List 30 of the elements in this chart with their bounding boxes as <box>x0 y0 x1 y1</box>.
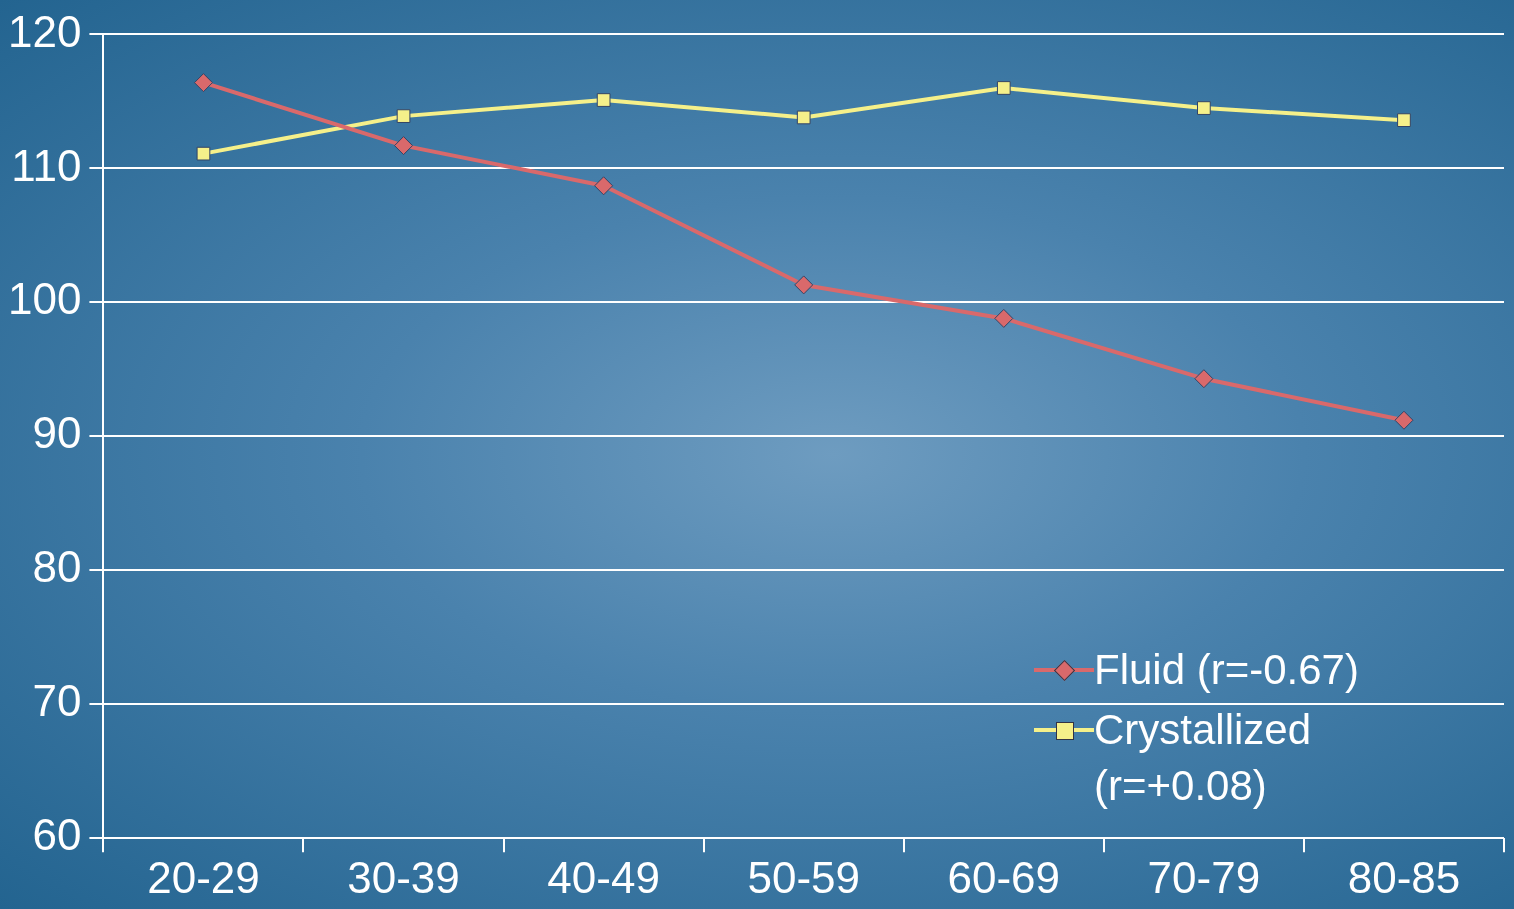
y-tick-label: 90 <box>32 408 82 458</box>
point <box>396 109 411 123</box>
legend-label: Crystallized (r=+0.08) <box>1094 705 1313 811</box>
x-tick-label: 60-69 <box>947 852 1061 902</box>
point <box>994 308 1014 328</box>
point <box>996 81 1011 95</box>
point <box>1197 101 1211 115</box>
x-tick-label: 20-29 <box>147 852 260 902</box>
y-tick-label: 110 <box>11 140 82 190</box>
y-tick-label: 80 <box>32 542 82 592</box>
point <box>594 176 614 196</box>
point <box>1397 113 1411 127</box>
point <box>794 275 814 295</box>
point <box>596 93 611 107</box>
y-tick-label: 100 <box>7 274 82 324</box>
point <box>193 73 213 93</box>
point <box>796 110 811 125</box>
y-tick-label: 70 <box>32 676 82 726</box>
point <box>394 136 414 156</box>
y-tick-label: 60 <box>32 810 82 860</box>
x-tick-label: 70-79 <box>1147 852 1261 902</box>
x-tick-label: 50-59 <box>747 852 860 902</box>
point <box>196 146 211 161</box>
point <box>1394 410 1414 430</box>
x-tick-label: 40-49 <box>547 852 660 902</box>
x-tick-label: 30-39 <box>347 852 460 902</box>
y-tick-label: 120 <box>7 6 82 56</box>
legend-label: Fluid (r=-0.67) <box>1094 645 1360 695</box>
x-tick-label: 80-85 <box>1347 852 1461 902</box>
point <box>1194 369 1214 389</box>
